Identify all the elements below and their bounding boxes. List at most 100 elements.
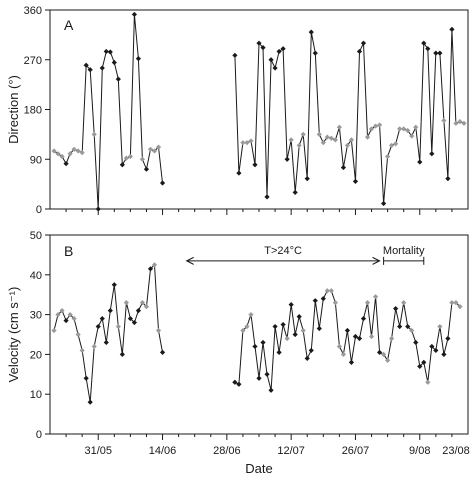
panel-a-data-point <box>143 166 150 172</box>
panel-a-data-point <box>405 127 411 134</box>
panel-b-data-point <box>401 300 407 306</box>
panel-a-data-point <box>103 48 109 55</box>
panel-a-data-point <box>119 162 125 168</box>
panel-b-data-point <box>143 304 150 310</box>
panel-a-frame <box>49 9 469 210</box>
panel-a-data-point <box>248 138 254 144</box>
panel-a-data-point <box>312 50 318 56</box>
panel-b-data-point <box>288 302 294 308</box>
panel-b-letter: B <box>64 243 73 259</box>
panel-a-data-point <box>397 126 403 132</box>
panel-a-data-point <box>340 164 347 171</box>
panel-a-data-point <box>252 162 258 168</box>
panel-b-data-point <box>123 300 129 306</box>
panel-a-data-point <box>413 124 419 130</box>
panel-b-data-point <box>389 335 395 342</box>
panel-b-data-point <box>159 349 166 356</box>
panel-a-data-point <box>304 175 310 182</box>
panel-b-data-point <box>368 333 375 340</box>
panel-a-data-point <box>328 135 334 141</box>
panel-b-y-tick-label: 20 <box>30 349 42 361</box>
panel-a-data-point <box>67 151 73 157</box>
panel-b-data-point <box>131 319 138 326</box>
panel-a-data-point <box>425 46 431 52</box>
panel-a-data-point <box>236 170 242 176</box>
panel-a-data-point <box>280 46 286 52</box>
panel-b-y-tick-label: 40 <box>30 270 42 282</box>
panel-b-data-point <box>244 323 250 330</box>
panel-b-data-point <box>380 351 387 357</box>
panel-a-data-point <box>288 137 294 143</box>
panel-a-series-line <box>53 14 163 210</box>
panel-a: A Direction (°) 0 90 180 270 360 <box>6 5 469 216</box>
panel-b-data-point <box>59 308 65 314</box>
panel-b-data-point <box>413 339 419 346</box>
panel-b-data-point <box>272 323 278 330</box>
panel-a-data-point <box>417 159 423 165</box>
panel-a-data-point <box>336 124 342 130</box>
panel-a-data-point <box>316 131 322 137</box>
panel-a-data-point <box>240 140 246 146</box>
panel-a-data-point <box>409 133 415 139</box>
panel-a-data-point <box>292 189 298 196</box>
annotation-arrowhead-right <box>372 256 381 265</box>
panel-b-data-point <box>344 327 351 334</box>
panel-b-y-tick-label: 50 <box>30 230 42 242</box>
panel-b-frame <box>49 234 469 435</box>
panel-b-data-point <box>397 323 403 330</box>
panel-a-data-point <box>284 156 290 162</box>
annotation-label: T>24°C <box>264 245 302 257</box>
panel-b-data-point <box>356 335 363 342</box>
panel-b-data-point <box>320 296 326 302</box>
panel-b-data-point <box>352 333 359 340</box>
panel-a-data-point <box>393 141 399 147</box>
panel-b-data-point <box>103 339 109 346</box>
x-axis-label: Date <box>245 461 272 476</box>
panel-b-data-point <box>449 300 455 306</box>
panel-a-data-point <box>320 140 326 146</box>
panel-a-data-point <box>376 122 383 128</box>
panel-a-data-point <box>91 131 97 137</box>
annotation-label: Mortality <box>383 245 425 257</box>
panel-b-data-point <box>99 315 105 322</box>
panel-a-data-point <box>131 11 138 18</box>
panel-a-data-point <box>437 50 443 56</box>
panel-b-data-point <box>304 355 310 361</box>
panel-b-data-point <box>151 262 158 268</box>
panel-b-data-point <box>324 288 330 294</box>
panel-b: B Velocity (cm s⁻¹) Date 0 10 20 30 40 50 31/… <box>6 230 470 476</box>
panel-a-data-point <box>453 120 459 126</box>
panel-a-data-point <box>421 40 427 46</box>
panel-b-data-point <box>421 359 427 365</box>
panel-b-data-point <box>328 288 334 294</box>
panel-a-data-point <box>111 59 117 66</box>
panel-a-data-point <box>139 156 146 162</box>
panel-a-y-tick-label: 180 <box>24 105 42 117</box>
panel-b-data-point <box>155 327 162 334</box>
panel-b-y-tick-label: 0 <box>36 429 42 441</box>
panel-a-data-point <box>59 153 65 160</box>
panel-a-data-point <box>95 206 101 212</box>
panel-a-data-point <box>87 67 93 73</box>
panel-b-data-point <box>417 363 423 369</box>
panel-a-data-point <box>372 123 379 129</box>
panel-a-data-point <box>147 146 154 152</box>
panel-b-data-point <box>236 381 242 387</box>
panel-a-data-point <box>401 126 407 132</box>
panel-a-data-point <box>71 146 77 152</box>
panel-b-data-point <box>409 327 415 334</box>
x-tick-label: 9/08 <box>409 445 430 457</box>
panel-b-data-point <box>280 321 286 328</box>
panel-b-data-point <box>67 312 73 318</box>
panel-a-data-point <box>55 151 61 157</box>
panel-a-series-line <box>234 29 465 204</box>
panel-a-data-point <box>83 62 89 68</box>
panel-b-series-line <box>53 263 163 403</box>
panel-a-data-point <box>308 29 314 35</box>
panel-a-data-point <box>368 126 375 132</box>
panel-a-data-point <box>123 155 129 161</box>
panel-b-data-point <box>240 327 246 334</box>
panel-a-data-point <box>380 200 387 207</box>
panel-b-data-point <box>433 347 439 354</box>
